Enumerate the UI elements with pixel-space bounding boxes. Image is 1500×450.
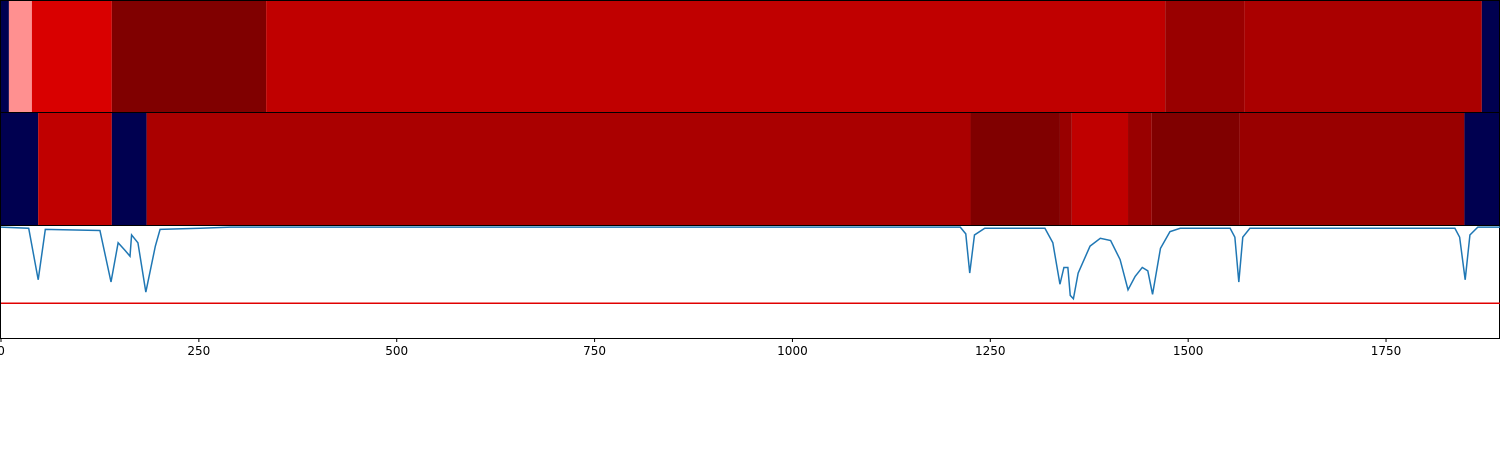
segment: [970, 113, 1060, 225]
segment: [1165, 1, 1245, 112]
segment: [38, 113, 112, 225]
x-tick-label: 750: [583, 344, 606, 358]
segment: [111, 113, 147, 225]
segment: [1151, 113, 1240, 225]
segment: [1128, 113, 1152, 225]
x-tick-label: 1250: [975, 344, 1006, 358]
segment: [266, 1, 1166, 112]
x-tick-label: 1000: [777, 344, 808, 358]
segment: [1059, 113, 1072, 225]
segment: [8, 1, 32, 112]
segment: [1071, 113, 1129, 225]
segment: [1, 1, 9, 112]
segment: [1464, 113, 1500, 225]
segment: [146, 113, 971, 225]
panel-frame: [0, 225, 1500, 339]
segment: [111, 1, 267, 112]
x-tick-label: 0: [0, 344, 5, 358]
x-tick-label: 1750: [1371, 344, 1402, 358]
segment: [1239, 113, 1465, 225]
x-tick-label: 250: [187, 344, 210, 358]
segment: [1, 113, 39, 225]
segment: [1244, 1, 1482, 112]
x-tick-label: 500: [385, 344, 408, 358]
x-tick-label: 1500: [1173, 344, 1204, 358]
line: [0, 226, 1500, 301]
segment: [31, 1, 112, 112]
segment: [1481, 1, 1500, 112]
